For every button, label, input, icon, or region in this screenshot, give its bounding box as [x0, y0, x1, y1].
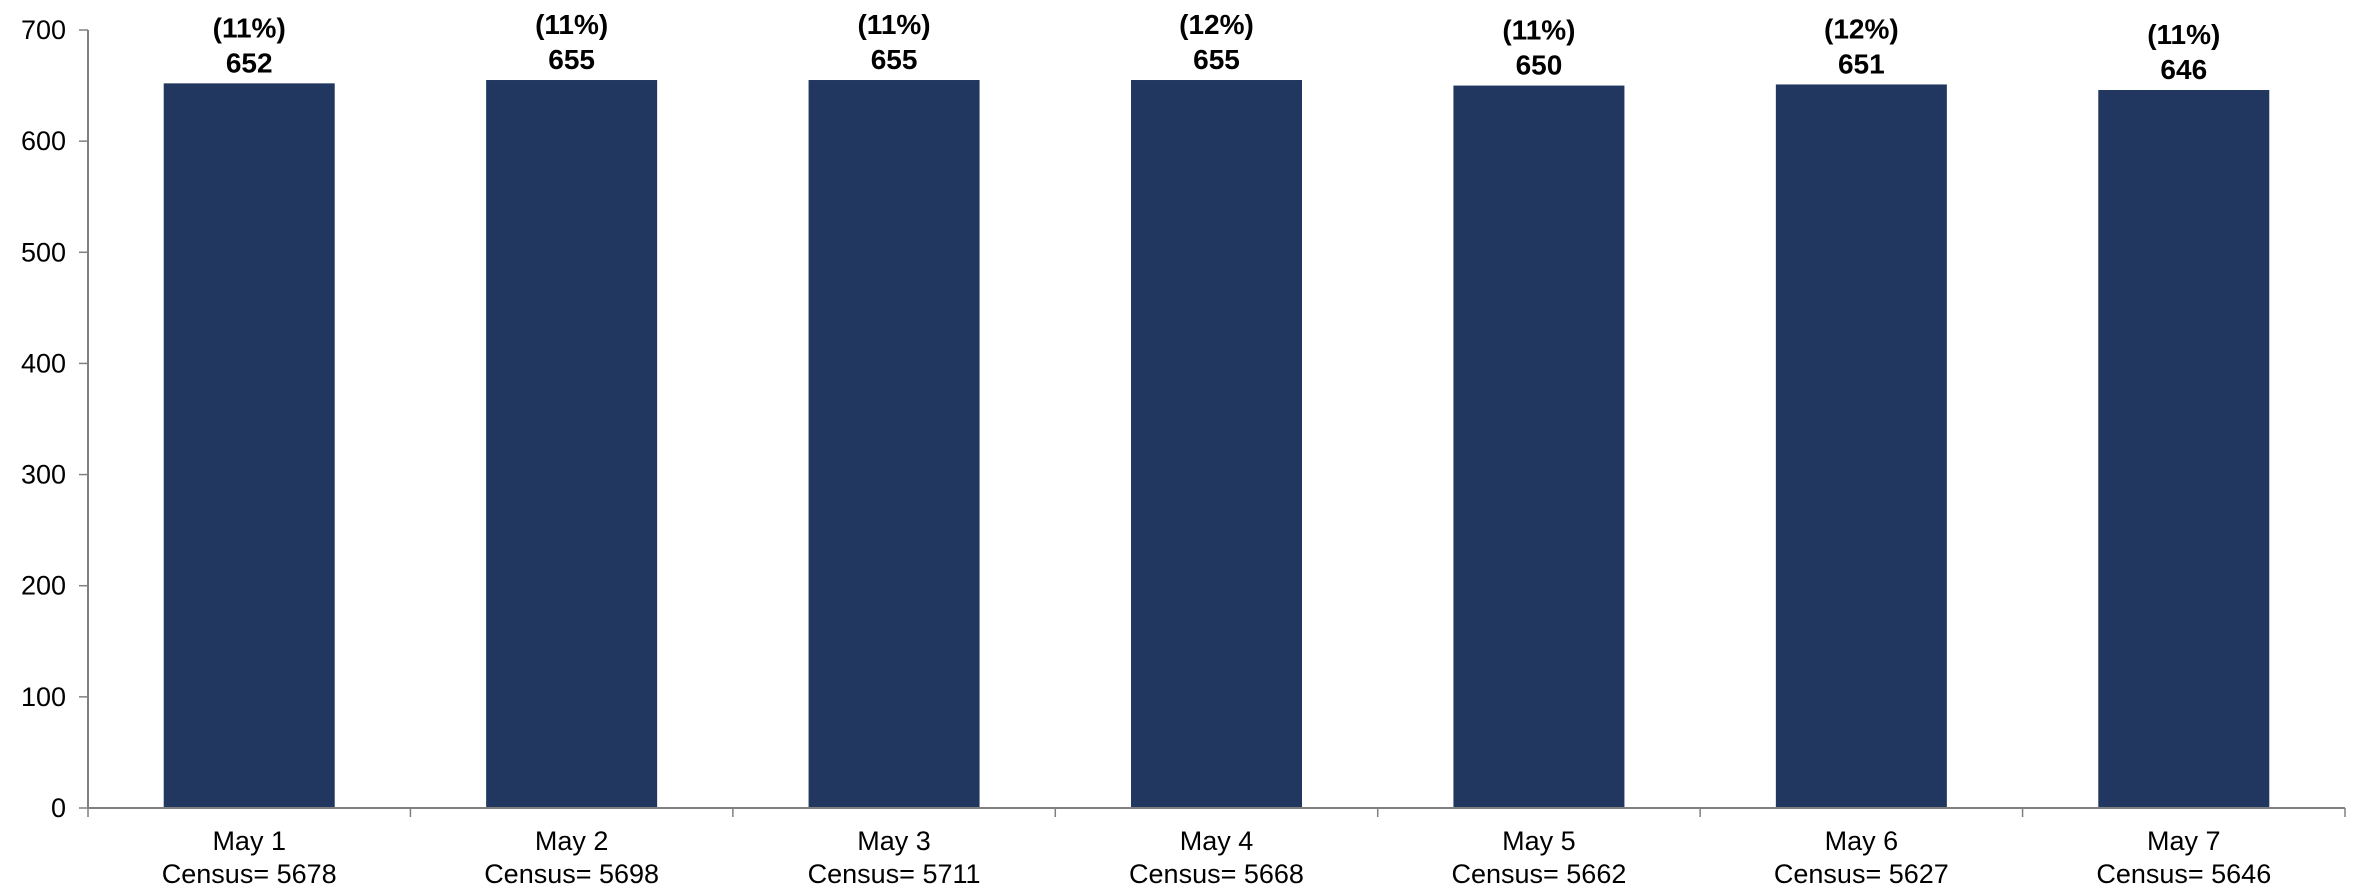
x-category-census-label: Census= 5646 [2096, 859, 2271, 888]
bar [486, 80, 658, 808]
y-tick-label: 300 [21, 460, 66, 490]
x-category-date-label: May 7 [2147, 826, 2221, 856]
x-category-census-label: Census= 5711 [808, 859, 981, 888]
bar-series [163, 80, 2270, 809]
axes [87, 30, 2346, 817]
x-category-date-label: May 2 [535, 826, 609, 856]
bar [2098, 90, 2270, 808]
bar-percent-label: (11%) [1502, 15, 1575, 46]
bar-value-label: 655 [1193, 44, 1240, 75]
bar [1775, 84, 1947, 808]
bar-value-label: 646 [2160, 54, 2207, 85]
bar [1453, 85, 1625, 809]
x-category-census-label: Census= 5668 [1129, 859, 1304, 888]
x-category-date-label: May 6 [1825, 826, 1899, 856]
x-category-date-label: May 4 [1180, 826, 1254, 856]
bar [163, 83, 335, 808]
x-category-date-label: May 3 [857, 826, 931, 856]
y-tick-label: 600 [21, 126, 66, 156]
bar-percent-label: (11%) [535, 9, 608, 40]
y-tick-label: 700 [21, 15, 66, 45]
bar-percent-label: (12%) [1179, 9, 1254, 40]
bar-percent-label: (11%) [2147, 19, 2220, 50]
x-axis-labels: May 1 Census= 5678 May 2 Census= 5698 May 3 C… [162, 826, 2271, 888]
x-category-census-label: Census= 5698 [484, 859, 659, 888]
bar-percent-label: (11%) [857, 9, 930, 40]
bar-value-label: 650 [1516, 50, 1563, 81]
x-category-census-label: Census= 5678 [162, 859, 337, 888]
x-category-census-label: Census= 5662 [1451, 859, 1626, 888]
bar-value-label: 652 [226, 47, 273, 78]
bar-percent-label: (12%) [1824, 13, 1899, 44]
x-category-date-label: May 1 [212, 826, 286, 856]
y-tick-label: 400 [21, 348, 66, 378]
y-tick-label: 100 [21, 682, 66, 712]
bar [808, 80, 980, 808]
bar-percent-label: (11%) [213, 12, 286, 43]
y-axis-ticks: 0 100 200 300 400 500 600 700 [21, 15, 88, 823]
bar-value-label: 655 [548, 44, 595, 75]
bar-value-label: 655 [871, 44, 918, 75]
y-tick-label: 200 [21, 571, 66, 601]
x-category-date-label: May 5 [1502, 826, 1576, 856]
y-tick-label: 0 [51, 793, 66, 823]
data-labels: (11%) 652 (11%) 655 (11%) 655 (12%) 655 (11%) 650… [213, 9, 2221, 85]
y-tick-label: 500 [21, 237, 66, 267]
bar [1131, 80, 1302, 808]
x-category-census-label: Census= 5627 [1774, 859, 1949, 888]
bar-value-label: 651 [1838, 48, 1885, 79]
